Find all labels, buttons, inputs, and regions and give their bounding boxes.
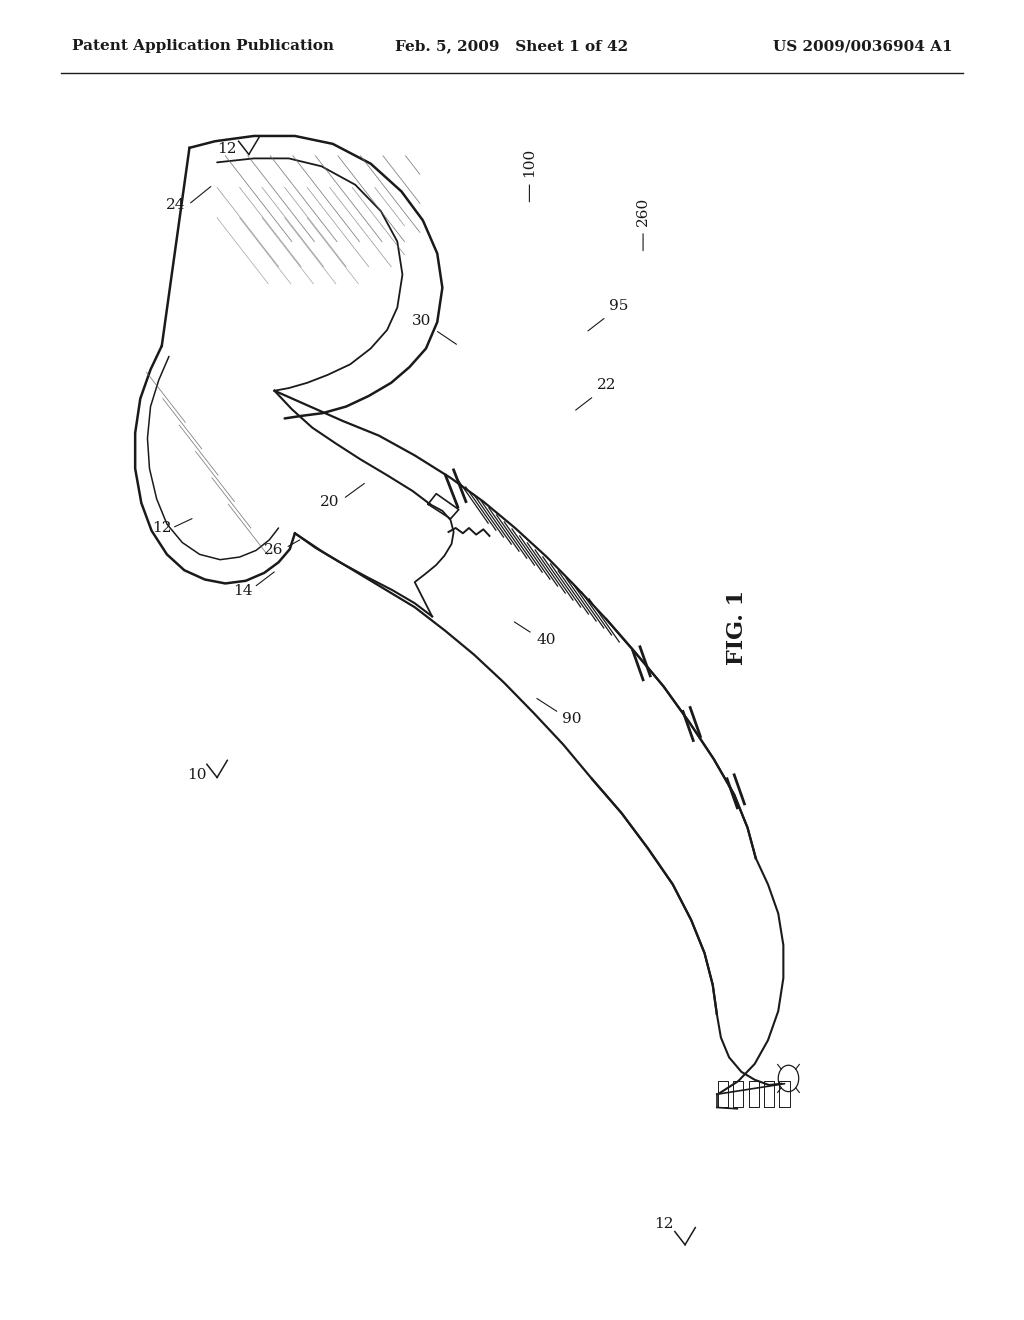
Text: Feb. 5, 2009   Sheet 1 of 42: Feb. 5, 2009 Sheet 1 of 42: [395, 40, 629, 53]
Text: 95: 95: [609, 300, 628, 313]
Text: 12: 12: [152, 521, 172, 535]
Text: 260: 260: [636, 197, 650, 226]
Text: 20: 20: [319, 495, 340, 508]
Text: 14: 14: [232, 585, 253, 598]
Text: 24: 24: [166, 198, 186, 211]
Text: 10: 10: [186, 768, 207, 781]
Text: 12: 12: [653, 1217, 674, 1230]
Text: 40: 40: [536, 634, 556, 647]
Text: 100: 100: [522, 148, 537, 177]
Text: 12: 12: [217, 143, 238, 156]
Text: US 2009/0036904 A1: US 2009/0036904 A1: [773, 40, 952, 53]
Text: 30: 30: [413, 314, 431, 327]
Text: FIG. 1: FIG. 1: [726, 590, 749, 664]
Text: 90: 90: [561, 713, 582, 726]
Text: 22: 22: [596, 379, 616, 392]
Text: Patent Application Publication: Patent Application Publication: [72, 40, 334, 53]
Text: 26: 26: [263, 544, 284, 557]
